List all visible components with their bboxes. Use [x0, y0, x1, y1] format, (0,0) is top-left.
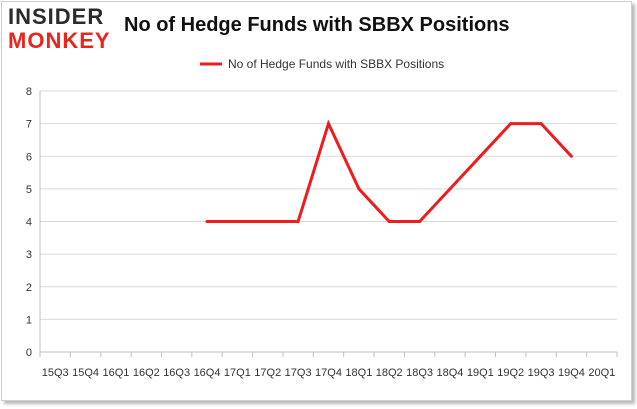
logo-text-monkey: MONKEY	[8, 28, 111, 53]
x-tick-label-12: 18Q3	[406, 367, 433, 379]
data-point-19Q2	[509, 122, 513, 126]
y-tick-label-6: 6	[26, 151, 32, 163]
y-tick-label-4: 4	[26, 217, 32, 229]
data-point-18Q2	[387, 220, 391, 223]
x-tick-label-0: 15Q3	[42, 367, 69, 379]
data-point-18Q1	[357, 187, 361, 191]
data-point-17Q4	[327, 122, 330, 126]
x-tick-label-10: 18Q1	[345, 367, 372, 379]
y-tick-label-3: 3	[26, 249, 32, 261]
x-tick-label-17: 19Q4	[558, 367, 585, 379]
x-tick-label-16: 19Q3	[528, 367, 555, 379]
x-tick-label-3: 16Q2	[133, 367, 160, 379]
x-tick-label-5: 16Q4	[194, 367, 221, 379]
x-tick-label-7: 17Q2	[254, 367, 281, 379]
y-tick-label-7: 7	[26, 119, 32, 131]
y-tick-label-1: 1	[26, 314, 32, 326]
logo-text-insider: INSIDER	[8, 4, 105, 29]
chart-frame: INSIDER MONKEY No of Hedge Funds with SB…	[1, 1, 632, 401]
x-tick-label-14: 19Q1	[467, 367, 494, 379]
x-tick-label-15: 19Q2	[497, 367, 524, 379]
x-tick-label-18: 20Q1	[588, 367, 615, 379]
data-point-18Q4	[448, 187, 452, 191]
x-tick-label-2: 16Q1	[102, 367, 129, 379]
legend-label-0: No of Hedge Funds with SBBX Positions	[228, 57, 444, 71]
data-point-16Q4	[205, 220, 209, 223]
x-tick-label-6: 17Q1	[224, 367, 251, 379]
y-tick-label-8: 8	[26, 86, 32, 98]
data-point-18Q3	[418, 220, 422, 223]
insider-monkey-logo: INSIDER MONKEY	[8, 6, 112, 54]
y-tick-label-5: 5	[26, 184, 32, 196]
data-point-19Q3	[539, 122, 543, 126]
x-tick-label-8: 17Q3	[285, 367, 312, 379]
data-point-19Q4	[569, 154, 573, 158]
chart-title: No of Hedge Funds with SBBX Positions	[124, 14, 510, 36]
x-tick-label-11: 18Q2	[376, 367, 403, 379]
x-tick-label-1: 15Q4	[72, 367, 99, 379]
y-tick-label-0: 0	[26, 347, 32, 359]
y-tick-label-2: 2	[26, 282, 32, 294]
data-point-19Q1	[478, 154, 482, 158]
x-tick-label-13: 18Q4	[437, 367, 464, 379]
data-point-17Q2	[266, 220, 270, 223]
x-tick-label-9: 17Q4	[315, 367, 342, 379]
series-line-0	[207, 119, 573, 223]
data-point-17Q1	[235, 220, 239, 223]
x-tick-label-4: 16Q3	[163, 367, 190, 379]
data-point-17Q3	[296, 220, 300, 223]
